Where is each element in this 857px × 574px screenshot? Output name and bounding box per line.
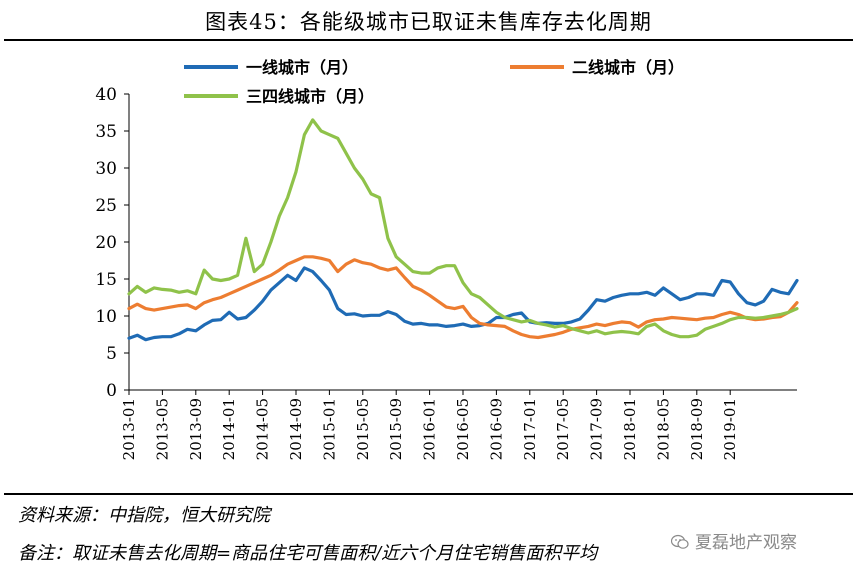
series-line-2 xyxy=(127,255,799,340)
watermark-text: 夏磊地产观察 xyxy=(695,533,797,553)
y-tick-label: 0 xyxy=(106,381,117,401)
y-axis-ticks: 0 5 10 15 20 25 30 35 40 xyxy=(95,85,129,401)
x-tick-label: 2014-05 xyxy=(254,398,272,460)
x-tick-label: 2016-05 xyxy=(454,398,472,460)
x-tick-label: 2016-09 xyxy=(487,398,505,460)
x-tick-label: 2018-05 xyxy=(654,398,672,460)
y-tick-label: 5 xyxy=(106,344,117,364)
title-rule xyxy=(4,39,853,41)
legend-label-2: 二线城市（月） xyxy=(572,58,684,77)
x-tick-label: 2014-09 xyxy=(287,398,305,460)
x-tick-label: 2013-05 xyxy=(153,398,171,460)
footer-rule xyxy=(4,493,853,495)
x-tick-label: 2018-01 xyxy=(621,398,639,460)
x-tick-label: 2015-01 xyxy=(320,398,338,460)
legend-label-3: 三四线城市（月） xyxy=(246,87,374,106)
y-tick-label: 15 xyxy=(95,270,117,290)
page-title: 图表45：各能级城市已取证未售库存去化周期 xyxy=(205,10,652,34)
remark-note: 备注：取证未售去化周期=商品住宅可售面积/近六个月住宅销售面积平均 xyxy=(18,543,598,564)
source-note: 资料来源：中指院，恒大研究院 xyxy=(18,505,270,526)
y-tick-label: 40 xyxy=(95,85,117,105)
x-axis-ticks: 2013-01 2013-05 2013-09 2014-01 2014-05 2014-… xyxy=(120,390,739,460)
x-tick-label: 2015-09 xyxy=(387,398,405,460)
chart-series-lines xyxy=(127,118,799,342)
watermark: 夏磊地产观察 xyxy=(671,528,797,553)
y-tick-label: 30 xyxy=(95,159,117,179)
x-tick-label: 2014-01 xyxy=(220,398,238,460)
x-tick-label: 2017-01 xyxy=(521,398,539,460)
legend-label-1: 一线城市（月） xyxy=(246,58,358,77)
series-line-3 xyxy=(127,118,799,339)
chart-axes xyxy=(128,94,797,391)
x-tick-label: 2018-09 xyxy=(688,398,706,460)
y-tick-label: 10 xyxy=(95,307,117,327)
y-tick-label: 35 xyxy=(95,122,117,142)
y-tick-label: 20 xyxy=(95,233,117,253)
chart-legend: 一线城市（月） 二线城市（月） 三四线城市（月） xyxy=(184,58,684,106)
x-tick-label: 2017-09 xyxy=(588,398,606,460)
series-line-1 xyxy=(127,266,799,342)
x-tick-label: 2013-01 xyxy=(120,398,138,460)
x-tick-label: 2019-01 xyxy=(721,398,739,460)
wechat-icon xyxy=(671,534,689,549)
x-tick-label: 2013-09 xyxy=(187,398,205,460)
x-tick-label: 2016-01 xyxy=(421,398,439,460)
y-tick-label: 25 xyxy=(95,196,117,216)
x-tick-label: 2015-05 xyxy=(354,398,372,460)
x-tick-label: 2017-05 xyxy=(554,398,572,460)
